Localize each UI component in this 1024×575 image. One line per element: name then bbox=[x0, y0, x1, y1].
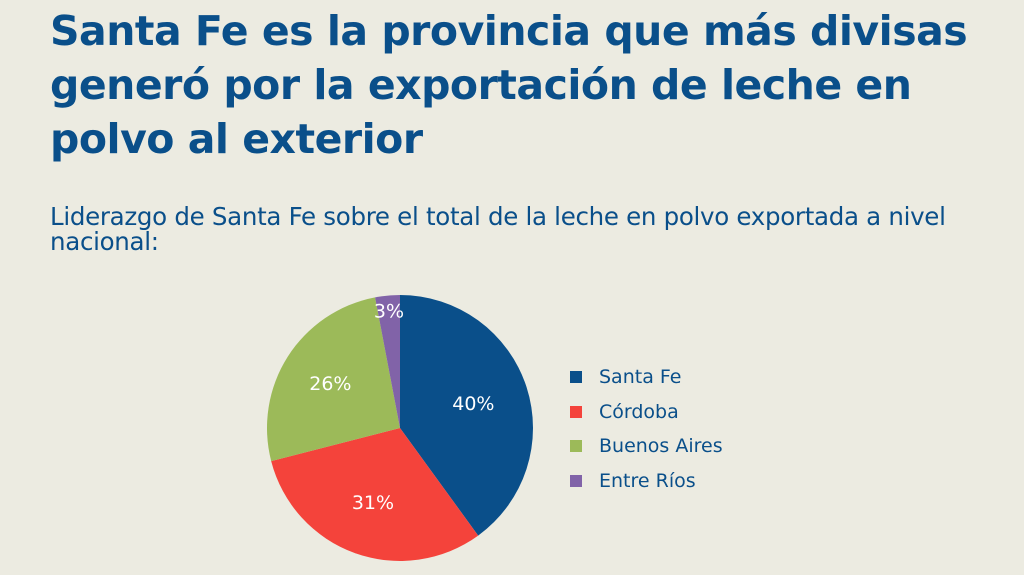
legend-item-santa-fe: Santa Fe bbox=[570, 360, 723, 395]
slice-data-label: 26% bbox=[309, 373, 351, 395]
page-title: Santa Fe es la provincia que más divisas… bbox=[50, 7, 968, 163]
legend-swatch bbox=[570, 440, 582, 453]
pie-slice-santa-fe bbox=[400, 295, 533, 536]
slice-data-label: 40% bbox=[452, 393, 494, 415]
slice-data-label: 3% bbox=[374, 300, 404, 322]
legend-item-buenos-aires: Buenos Aires bbox=[570, 429, 723, 464]
pie-slice-buenos-aires bbox=[266, 297, 400, 462]
legend-item-cordoba: Córdoba bbox=[570, 395, 723, 430]
legend-label: Santa Fe bbox=[599, 366, 682, 389]
legend-label: Buenos Aires bbox=[599, 435, 723, 458]
chart-subtitle: Liderazgo de Santa Fe sobre el total de … bbox=[50, 202, 946, 256]
pie-slice-cordoba bbox=[271, 428, 479, 561]
legend-swatch bbox=[570, 371, 582, 384]
legend-label: Córdoba bbox=[599, 400, 679, 423]
legend-label: Entre Ríos bbox=[599, 469, 696, 492]
legend-item-entre-rios: Entre Ríos bbox=[570, 464, 723, 499]
chart-legend: Santa Fe Córdoba Buenos Aires Entre Ríos bbox=[570, 360, 723, 498]
pie-slice-entre-rios bbox=[375, 295, 400, 428]
legend-swatch bbox=[570, 474, 582, 487]
slice-data-label: 31% bbox=[352, 492, 394, 514]
legend-swatch bbox=[570, 405, 582, 418]
